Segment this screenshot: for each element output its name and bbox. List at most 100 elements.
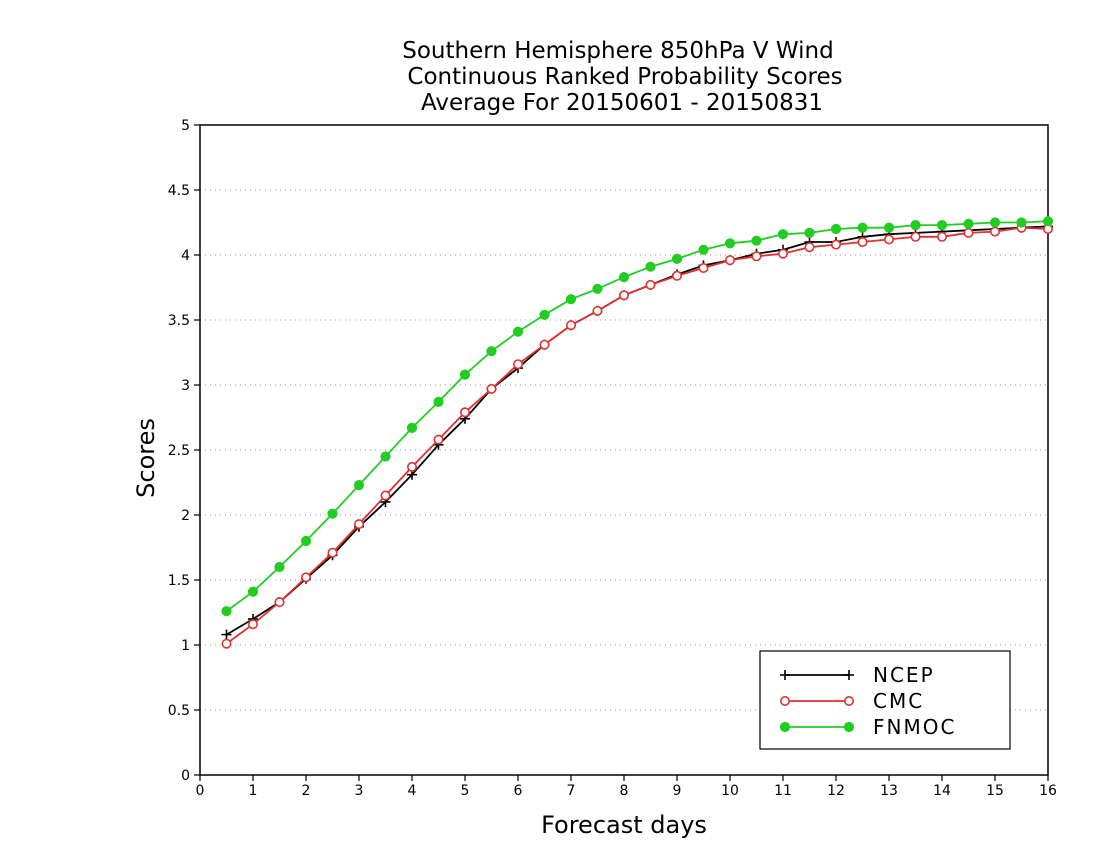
data-point-cmc-29 (989, 226, 1000, 237)
series-line-cmc (225, 226, 1049, 645)
data-point-fnmoc-23 (830, 223, 842, 235)
data-point-fnmoc-3 (300, 535, 312, 547)
data-point-cmc-20 (751, 251, 762, 262)
data-point-cmc-24 (857, 237, 868, 248)
data-point-fnmoc-9 (459, 369, 471, 380)
y-tick-label-1: 0.5 (168, 703, 190, 719)
data-point-fnmoc-10 (486, 346, 497, 357)
y-axis-ticks: 0 0.5 1 1.5 2 2.5 3 3.5 4 4.5 5 (168, 118, 200, 784)
x-tick-label-2: 2 (302, 783, 311, 799)
y-tick-label-5: 2.5 (168, 443, 190, 459)
x-tick-label-6: 6 (514, 783, 523, 799)
data-point-fnmoc-5 (353, 480, 365, 491)
series-ncep (221, 221, 1053, 640)
data-point-fnmoc-14 (592, 283, 603, 294)
data-point-fnmoc-24 (857, 222, 868, 233)
y-tick-label-6: 3 (181, 378, 190, 394)
x-tick-label-9: 9 (673, 783, 682, 799)
data-point-cmc-8 (433, 434, 444, 445)
data-point-fnmoc-29 (989, 217, 1001, 228)
legend-marker-left-cmc (779, 695, 790, 706)
data-point-fnmoc-30 (1016, 217, 1027, 228)
data-point-cmc-18 (698, 262, 709, 273)
data-point-fnmoc-6 (380, 451, 391, 462)
legend-label-fnmoc: FNMOC (873, 715, 956, 739)
data-point-cmc-0 (221, 638, 232, 649)
data-point-fnmoc-0 (221, 606, 232, 617)
x-tick-label-7: 7 (567, 783, 576, 799)
x-tick-label-0: 0 (196, 783, 205, 799)
data-point-cmc-3 (300, 572, 311, 583)
legend-marker-right-ncep (844, 670, 854, 680)
data-point-fnmoc-13 (565, 294, 577, 305)
data-point-fnmoc-26 (910, 220, 921, 231)
data-point-fnmoc-12 (539, 309, 550, 320)
y-tick-label-9: 4.5 (168, 183, 190, 199)
legend-marker-right-fnmoc (843, 721, 855, 733)
y-tick-label-0: 0 (181, 768, 190, 784)
data-point-fnmoc-4 (327, 508, 338, 519)
data-point-cmc-13 (565, 320, 576, 331)
data-point-cmc-19 (724, 255, 735, 266)
y-tick-label-3: 1.5 (168, 573, 190, 589)
data-point-fnmoc-15 (618, 272, 630, 283)
x-tick-label-12: 12 (827, 783, 845, 799)
data-point-cmc-2 (274, 597, 285, 608)
x-axis-label: Forecast days (541, 811, 707, 839)
x-axis-ticks: 0 1 2 3 4 5 6 7 8 9 10 11 12 13 14 15 16 (196, 775, 1057, 799)
legend-label-cmc: CMC (873, 689, 924, 713)
series-cmc (221, 222, 1054, 649)
x-tick-label-11: 11 (774, 783, 792, 799)
data-point-cmc-15 (618, 290, 629, 301)
data-point-cmc-14 (592, 305, 603, 316)
data-point-fnmoc-18 (698, 244, 709, 255)
series-line-ncep (226, 225, 1049, 636)
data-point-cmc-6 (380, 490, 391, 501)
y-tick-label-10: 5 (181, 118, 190, 134)
series-line-fnmoc (225, 220, 1049, 612)
data-point-fnmoc-8 (433, 396, 444, 407)
legend-marker-left-fnmoc (779, 721, 791, 733)
x-tick-label-3: 3 (355, 783, 364, 799)
chart-title-line-3: Average For 20150601 - 20150831 (421, 90, 823, 116)
legend-item-cmc: CMC (779, 689, 924, 713)
x-tick-label-8: 8 (620, 783, 629, 799)
data-point-fnmoc-25 (883, 222, 895, 233)
data-point-cmc-12 (539, 339, 550, 350)
data-point-cmc-25 (883, 234, 894, 245)
data-point-cmc-26 (910, 231, 921, 242)
y-axis-label: Scores (132, 418, 160, 498)
data-point-fnmoc-17 (671, 253, 683, 264)
data-point-fnmoc-22 (804, 227, 815, 238)
y-tick-label-4: 2 (181, 508, 190, 524)
data-point-fnmoc-21 (777, 229, 789, 240)
legend-marker-right-cmc (843, 695, 854, 706)
series-fnmoc (221, 216, 1054, 617)
legend-label-ncep: NCEP (873, 663, 935, 687)
data-point-fnmoc-16 (645, 261, 656, 272)
data-point-cmc-28 (963, 227, 974, 238)
data-point-cmc-1 (248, 619, 259, 630)
x-tick-label-4: 4 (408, 783, 417, 799)
data-point-fnmoc-27 (936, 220, 948, 231)
y-tick-label-8: 4 (181, 248, 190, 264)
legend-item-ncep: NCEP (780, 663, 935, 687)
data-point-cmc-21 (777, 248, 788, 259)
data-point-fnmoc-31 (1042, 216, 1054, 227)
data-point-cmc-7 (406, 461, 417, 472)
x-tick-label-14: 14 (933, 783, 951, 799)
data-point-cmc-4 (327, 547, 338, 558)
chart-title-line-2: Continuous Ranked Probability Scores (407, 64, 842, 90)
data-point-fnmoc-11 (512, 326, 524, 337)
legend-box (759, 650, 1011, 750)
gridlines (200, 189, 1048, 711)
y-tick-label-7: 3.5 (168, 313, 190, 329)
data-point-cmc-17 (671, 270, 682, 281)
x-tick-label-5: 5 (461, 783, 470, 799)
data-point-cmc-23 (830, 239, 841, 250)
data-point-cmc-22 (804, 242, 815, 253)
data-point-cmc-27 (936, 231, 947, 242)
legend-item-fnmoc: FNMOC (779, 715, 956, 739)
